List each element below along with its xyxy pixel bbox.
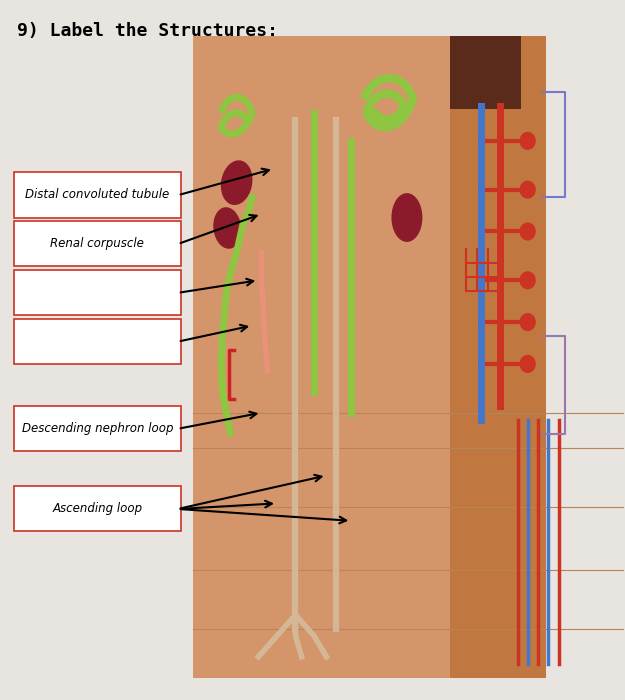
Circle shape [520, 132, 535, 149]
Text: Renal corpuscle: Renal corpuscle [51, 237, 144, 250]
Bar [450, 36, 521, 109]
Text: 9) Label the Structures:: 9) Label the Structures: [17, 22, 278, 41]
Ellipse shape [391, 193, 422, 242]
FancyBboxPatch shape [14, 221, 181, 266]
Circle shape [520, 356, 535, 372]
Ellipse shape [221, 160, 253, 205]
FancyBboxPatch shape [14, 172, 181, 218]
Bar [450, 36, 546, 678]
FancyBboxPatch shape [14, 406, 181, 451]
Circle shape [520, 314, 535, 330]
Circle shape [520, 223, 535, 240]
Text: Descending nephron loop: Descending nephron loop [22, 422, 173, 435]
Bar [193, 36, 534, 678]
Circle shape [520, 181, 535, 198]
Text: Distal convoluted tubule: Distal convoluted tubule [25, 188, 169, 202]
Ellipse shape [213, 207, 241, 248]
FancyBboxPatch shape [14, 486, 181, 531]
Circle shape [520, 272, 535, 288]
Text: Ascending loop: Ascending loop [52, 502, 142, 515]
FancyBboxPatch shape [14, 318, 181, 364]
FancyBboxPatch shape [14, 270, 181, 315]
